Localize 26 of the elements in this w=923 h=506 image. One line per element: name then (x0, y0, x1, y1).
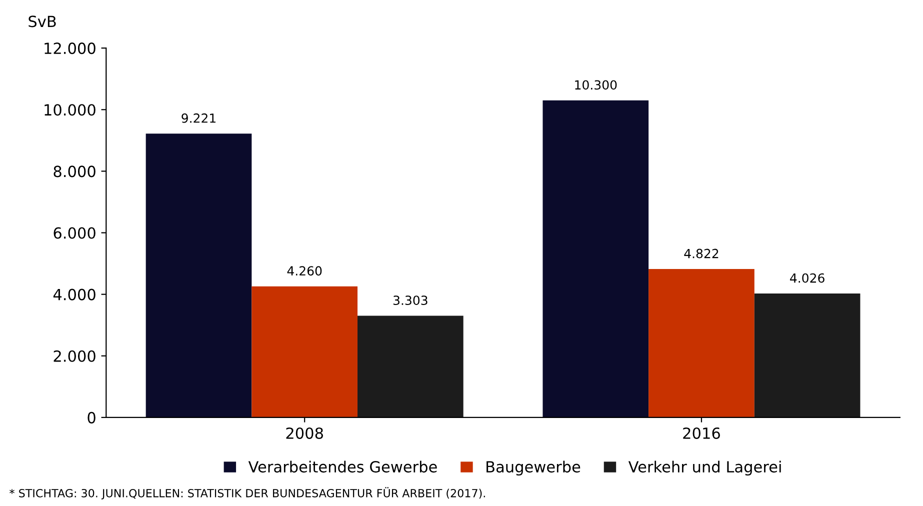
data-label: 4.260 (287, 266, 322, 276)
legend-label: Verarbeitendes Gewerbe (248, 460, 437, 473)
bar (754, 294, 860, 418)
y-tick-label: 8.000 (54, 166, 96, 178)
y-tick-label: 0 (88, 412, 96, 424)
data-label: 4.822 (684, 248, 718, 258)
y-tick-label: 6.000 (54, 227, 96, 239)
bar (648, 269, 754, 418)
legend-label: Baugewerbe (486, 460, 580, 476)
bar (252, 286, 358, 418)
bar (542, 100, 649, 418)
x-tick-label: 2016 (683, 427, 720, 439)
y-tick-label: 4.000 (53, 288, 96, 300)
data-label: 4.026 (790, 273, 824, 283)
bar (358, 316, 464, 418)
y-tick-label: 12.000 (44, 42, 96, 54)
data-label: 3.303 (393, 296, 428, 306)
y-tick-label: 2.000 (54, 350, 96, 362)
text: * STICHTAG: 30. JUNI.QUELLEN: STATISTIK DER BUNDESAGENTUR FÜR ARBEIT (2017). (10, 487, 485, 500)
data-label: 9.221 (182, 113, 216, 123)
y-axis-title: SvB (28, 16, 56, 28)
legend-label: Verkehr und Lagerei (628, 460, 781, 476)
data-label: 10.300 (575, 80, 617, 90)
bar (146, 134, 252, 418)
y-tick-label: 10.000 (44, 104, 96, 116)
x-tick-label: 2008 (286, 427, 323, 439)
